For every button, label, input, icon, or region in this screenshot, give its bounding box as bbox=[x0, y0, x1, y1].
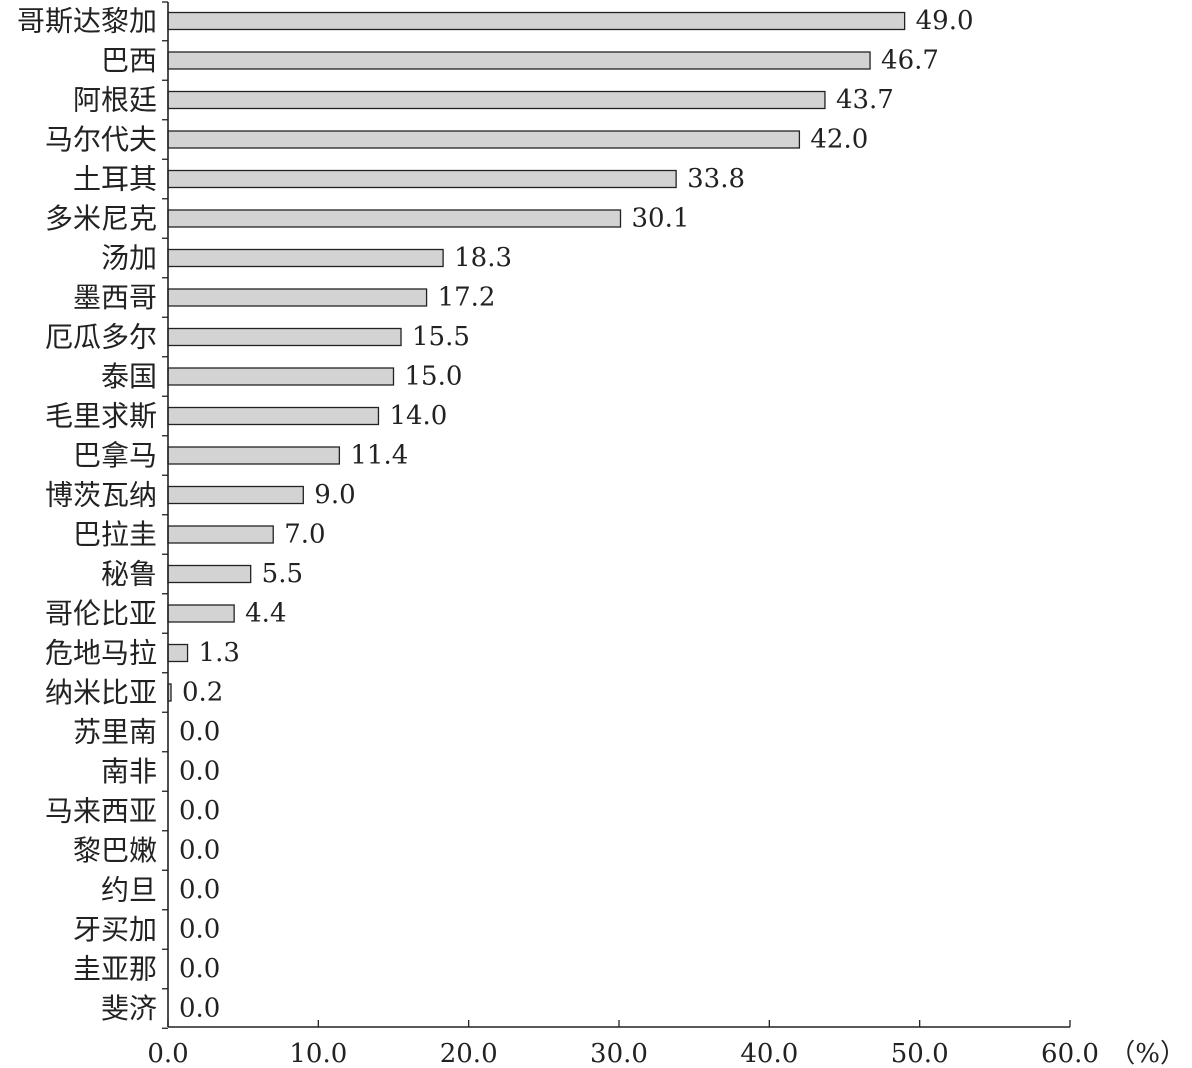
bar bbox=[167, 406, 380, 426]
category-label: 秘鲁 bbox=[101, 558, 157, 591]
bar bbox=[167, 367, 395, 386]
data-label: 0.0 bbox=[179, 796, 220, 826]
category-label: 厄瓜多尔 bbox=[45, 321, 157, 354]
data-label: 15.0 bbox=[405, 362, 463, 392]
bar bbox=[167, 51, 871, 70]
data-label: 42.0 bbox=[810, 125, 868, 155]
category-label: 牙买加 bbox=[73, 913, 157, 946]
category-label: 巴拿马 bbox=[73, 439, 157, 472]
data-label: 1.3 bbox=[199, 638, 240, 668]
data-label: 49.0 bbox=[916, 6, 974, 36]
bar bbox=[167, 90, 826, 110]
x-tick-label: 60.0 bbox=[1041, 1039, 1099, 1068]
data-label: 9.0 bbox=[314, 480, 355, 510]
data-label: 0.0 bbox=[179, 915, 220, 945]
data-label: 17.2 bbox=[438, 283, 496, 313]
category-label: 毛里求斯 bbox=[45, 400, 157, 433]
bar bbox=[167, 169, 677, 189]
bar bbox=[167, 11, 906, 31]
x-tick-label: 20.0 bbox=[440, 1039, 498, 1068]
category-label: 纳米比亚 bbox=[45, 676, 157, 709]
data-label: 33.8 bbox=[687, 164, 745, 194]
data-label: 30.1 bbox=[632, 204, 690, 234]
bar bbox=[167, 643, 189, 663]
bar bbox=[167, 485, 304, 505]
bar bbox=[167, 248, 444, 268]
category-label: 马来西亚 bbox=[45, 795, 157, 828]
axes-layer bbox=[162, 1, 1071, 1029]
category-label: 苏里南 bbox=[73, 716, 157, 749]
data-label: 0.0 bbox=[179, 717, 220, 747]
category-label: 南非 bbox=[101, 755, 157, 788]
data-label: 15.5 bbox=[412, 322, 470, 352]
data-label: 43.7 bbox=[836, 85, 894, 115]
data-label: 11.4 bbox=[350, 441, 408, 471]
category-label: 墨西哥 bbox=[73, 281, 157, 314]
category-label: 巴拉圭 bbox=[73, 518, 157, 551]
category-label: 阿根廷 bbox=[73, 84, 157, 117]
category-label: 马尔代夫 bbox=[45, 123, 157, 156]
x-axis-unit-label: （%） bbox=[1109, 1039, 1186, 1068]
data-label: 5.5 bbox=[262, 559, 303, 589]
category-label: 哥斯达黎加 bbox=[17, 5, 157, 38]
bar bbox=[167, 327, 402, 347]
data-label: 46.7 bbox=[881, 46, 939, 76]
bar bbox=[167, 446, 341, 465]
bar bbox=[167, 564, 252, 584]
category-label: 危地马拉 bbox=[45, 637, 157, 670]
data-label: 0.0 bbox=[179, 875, 220, 905]
data-label: 0.0 bbox=[179, 757, 220, 787]
category-label: 黎巴嫩 bbox=[73, 834, 157, 867]
category-label: 哥伦比亚 bbox=[45, 597, 157, 630]
category-label: 巴西 bbox=[101, 44, 157, 77]
bar bbox=[167, 130, 801, 149]
labels-layer: 哥斯达黎加 49.0 巴西 46.7 阿根廷 43.7 马尔代夫 42.0 土耳其 33.8 多米尼… bbox=[17, 5, 1099, 1068]
x-tick-label: 0.0 bbox=[147, 1039, 188, 1068]
data-label: 14.0 bbox=[389, 401, 447, 431]
bar bbox=[167, 209, 622, 228]
category-label: 约旦 bbox=[101, 874, 157, 907]
category-label: 泰国 bbox=[101, 360, 157, 393]
data-label: 0.0 bbox=[179, 836, 220, 866]
bar bbox=[167, 604, 235, 623]
data-label: 0.0 bbox=[179, 994, 220, 1024]
category-label: 多米尼克 bbox=[45, 202, 157, 235]
data-label: 4.4 bbox=[245, 599, 286, 629]
category-label: 斐济 bbox=[101, 992, 157, 1025]
category-label: 土耳其 bbox=[73, 163, 157, 196]
x-tick-label: 40.0 bbox=[740, 1039, 798, 1068]
category-label: 博茨瓦纳 bbox=[45, 479, 157, 512]
data-label: 0.0 bbox=[179, 954, 220, 984]
category-label: 汤加 bbox=[101, 242, 157, 275]
x-tick-label: 50.0 bbox=[891, 1039, 949, 1068]
x-tick-label: 10.0 bbox=[289, 1039, 347, 1068]
bar bbox=[167, 288, 428, 307]
data-label: 18.3 bbox=[454, 243, 512, 273]
category-label: 圭亚那 bbox=[73, 953, 157, 986]
data-label: 7.0 bbox=[284, 520, 325, 550]
x-tick-label: 30.0 bbox=[590, 1039, 648, 1068]
bar bbox=[167, 525, 274, 544]
data-label: 0.2 bbox=[182, 678, 223, 708]
